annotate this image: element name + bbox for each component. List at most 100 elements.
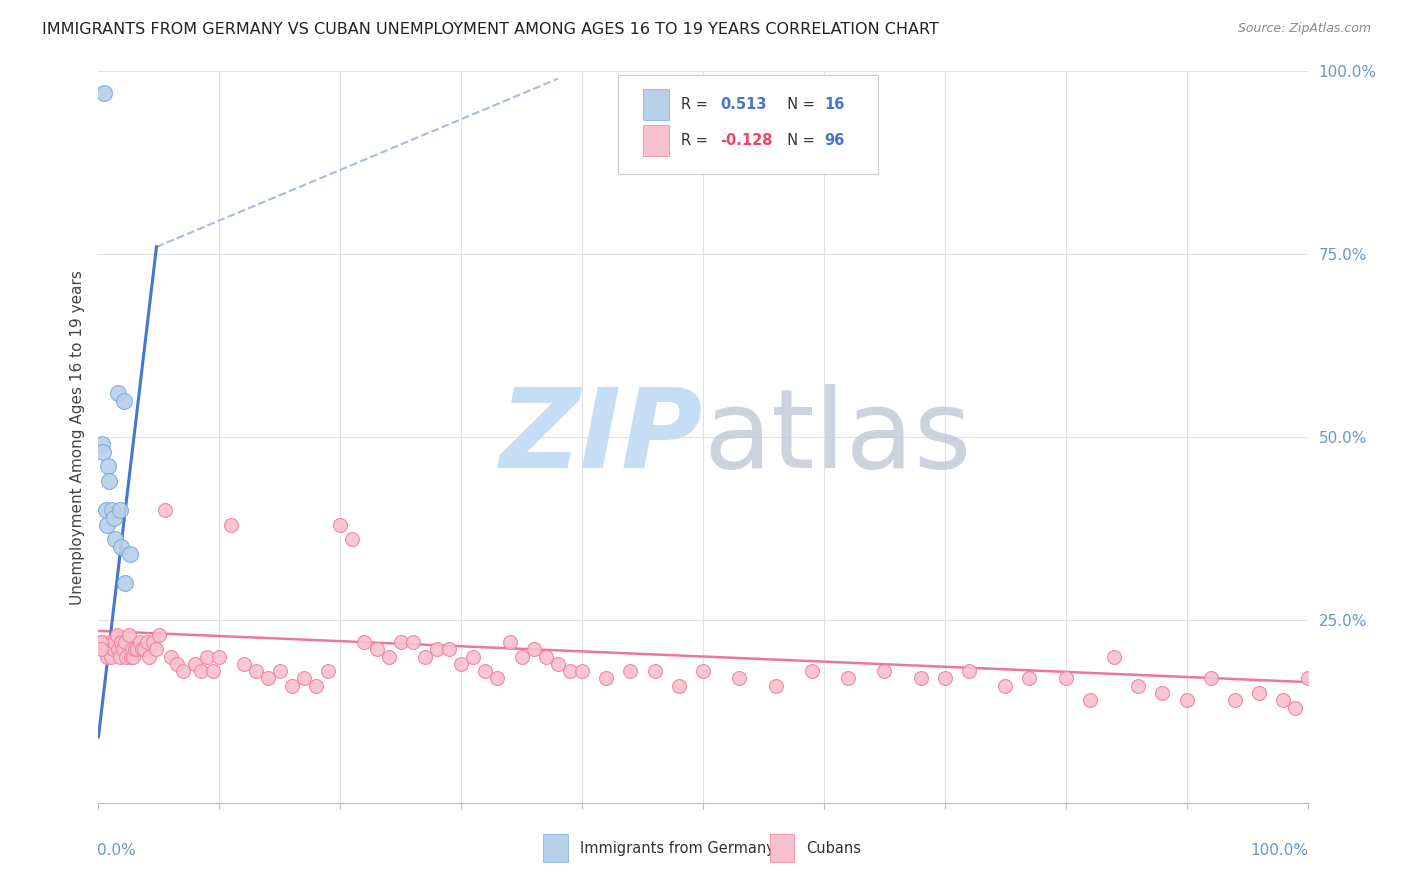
FancyBboxPatch shape: [543, 834, 568, 862]
Point: [91, 444, 114, 458]
Point: [644, 664, 666, 678]
Point: [98, 474, 121, 488]
FancyBboxPatch shape: [769, 834, 794, 862]
Point: [1152, 686, 1174, 700]
Point: [1272, 693, 1295, 707]
Point: [800, 664, 823, 678]
Point: [1078, 693, 1101, 707]
Point: [256, 672, 278, 686]
Point: [1249, 686, 1271, 700]
Point: [619, 664, 641, 678]
Point: [138, 649, 160, 664]
Point: [184, 657, 207, 671]
Point: [103, 510, 125, 524]
Point: [127, 642, 149, 657]
Text: Source: ZipAtlas.com: Source: ZipAtlas.com: [1237, 22, 1371, 36]
Point: [107, 642, 129, 657]
Point: [437, 642, 460, 657]
Point: [910, 672, 932, 686]
Point: [98, 635, 121, 649]
Point: [93, 87, 115, 101]
Point: [115, 649, 138, 664]
Point: [668, 679, 690, 693]
Point: [120, 649, 142, 664]
Point: [131, 642, 153, 657]
Point: [100, 649, 122, 664]
Point: [160, 649, 183, 664]
Point: [316, 664, 339, 678]
Point: [232, 657, 254, 671]
FancyBboxPatch shape: [619, 75, 879, 174]
Text: N =: N =: [778, 96, 820, 112]
Point: [486, 672, 509, 686]
Text: 100.0%: 100.0%: [1251, 843, 1309, 858]
Point: [96, 517, 118, 532]
Point: [1223, 693, 1246, 707]
Point: [172, 664, 194, 678]
Point: [269, 664, 291, 678]
FancyBboxPatch shape: [643, 89, 669, 120]
Point: [105, 627, 128, 641]
Text: -0.128: -0.128: [720, 133, 772, 148]
Point: [692, 664, 714, 678]
Point: [957, 664, 980, 678]
Point: [108, 649, 131, 664]
Text: R =: R =: [682, 133, 713, 148]
Point: [510, 649, 533, 664]
Point: [190, 664, 212, 678]
Point: [96, 649, 118, 664]
Point: [128, 635, 150, 649]
Point: [595, 672, 617, 686]
Point: [97, 459, 120, 474]
Text: Cubans: Cubans: [806, 840, 860, 855]
Point: [148, 627, 170, 641]
Point: [112, 393, 135, 408]
Point: [202, 664, 225, 678]
Point: [121, 642, 143, 657]
Point: [104, 533, 127, 547]
Point: [245, 664, 267, 678]
Point: [145, 642, 167, 657]
Text: atlas: atlas: [703, 384, 972, 491]
Y-axis label: Unemployment Among Ages 16 to 19 years: Unemployment Among Ages 16 to 19 years: [69, 269, 84, 605]
Point: [389, 635, 412, 649]
Point: [534, 649, 557, 664]
Point: [837, 672, 859, 686]
Point: [994, 679, 1017, 693]
Point: [292, 672, 315, 686]
Point: [90, 635, 112, 649]
Point: [135, 635, 157, 649]
Text: IMMIGRANTS FROM GERMANY VS CUBAN UNEMPLOYMENT AMONG AGES 16 TO 19 YEARS CORRELAT: IMMIGRANTS FROM GERMANY VS CUBAN UNEMPLO…: [42, 22, 939, 37]
Point: [450, 657, 472, 671]
Point: [353, 635, 375, 649]
Point: [118, 627, 141, 641]
Point: [122, 649, 145, 664]
Point: [208, 649, 231, 664]
Point: [1199, 672, 1222, 686]
Point: [1128, 679, 1150, 693]
Point: [110, 540, 132, 554]
Point: [1284, 700, 1306, 714]
Point: [111, 642, 134, 657]
Text: R =: R =: [682, 96, 713, 112]
Point: [101, 642, 124, 657]
Point: [426, 642, 449, 657]
Point: [108, 503, 131, 517]
Text: 0.513: 0.513: [720, 96, 766, 112]
Text: ZIP: ZIP: [499, 384, 703, 491]
Point: [1175, 693, 1198, 707]
Point: [305, 679, 328, 693]
Point: [547, 657, 569, 671]
Point: [342, 533, 364, 547]
Point: [571, 664, 593, 678]
Point: [195, 649, 218, 664]
Point: [523, 642, 546, 657]
Point: [94, 503, 117, 517]
Point: [114, 635, 136, 649]
Point: [142, 635, 165, 649]
Point: [1054, 672, 1077, 686]
Point: [377, 649, 399, 664]
Text: 16: 16: [824, 96, 844, 112]
Point: [498, 635, 520, 649]
Point: [93, 642, 115, 657]
